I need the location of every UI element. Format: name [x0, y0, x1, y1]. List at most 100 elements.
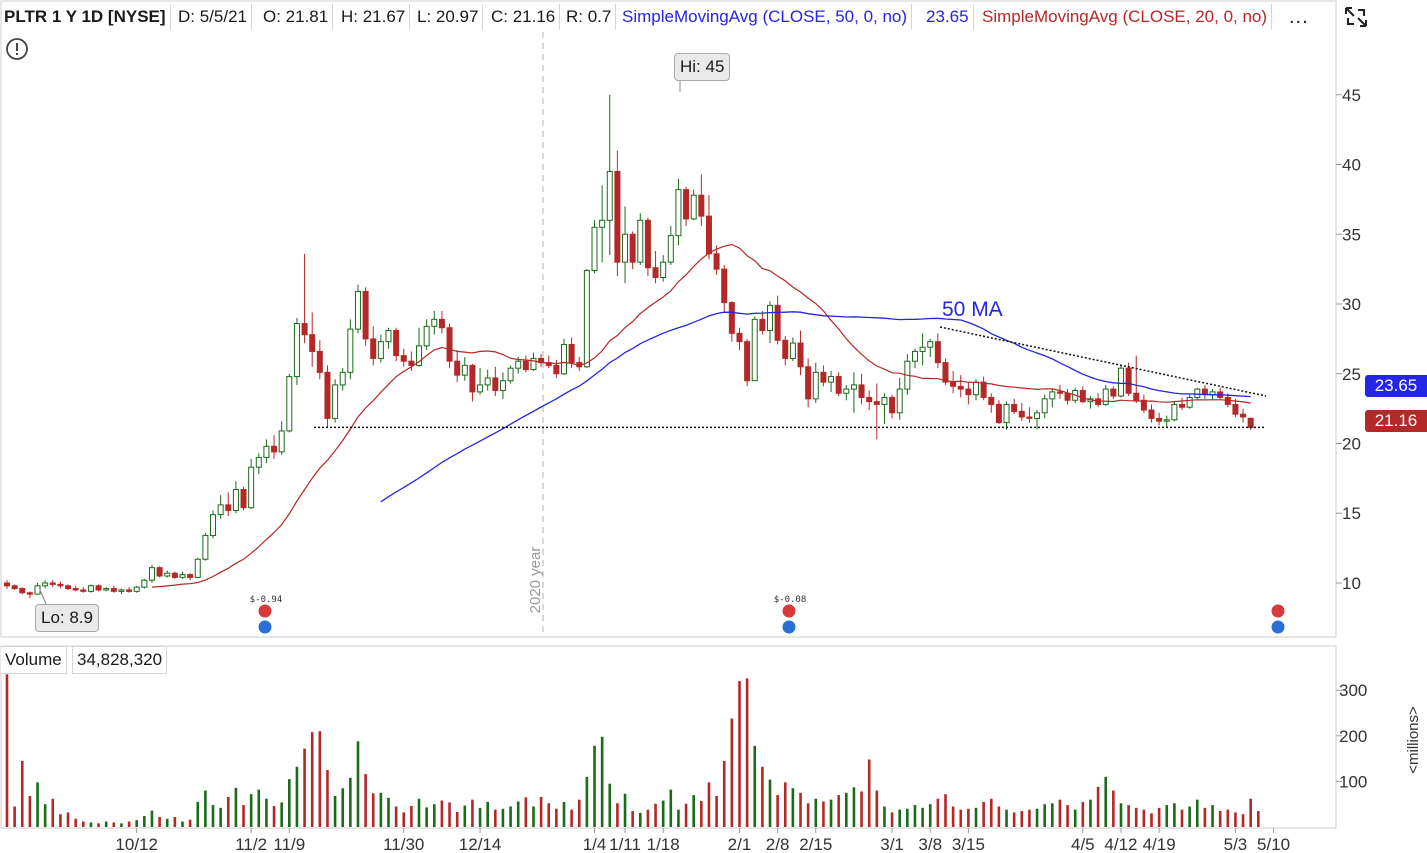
candle-body: [278, 430, 285, 453]
candle-body: [759, 318, 766, 332]
candle-body: [591, 226, 598, 272]
earnings-icon[interactable]: [782, 604, 796, 618]
volume-bar: [143, 816, 146, 827]
volume-bar: [432, 804, 436, 827]
candle-body: [942, 362, 949, 383]
candle-body: [881, 396, 888, 405]
eps-label-2: $-0.08: [774, 595, 807, 605]
volume-bar: [791, 788, 795, 827]
candle-body: [377, 341, 384, 359]
volume-bar: [51, 798, 55, 827]
earnings-icon[interactable]: [1271, 604, 1285, 618]
volume-bar: [776, 795, 779, 827]
volume-bar: [66, 812, 70, 827]
volume-bar: [532, 806, 535, 827]
volume-bar: [936, 798, 940, 827]
volume-bar: [1142, 809, 1146, 827]
volume-bar: [799, 792, 802, 827]
volume-bar: [135, 820, 139, 827]
candle-body: [568, 343, 575, 364]
volume-bar: [555, 808, 558, 827]
dividend-icon[interactable]: [782, 620, 796, 634]
candle-body: [194, 558, 201, 578]
volume-bar: [204, 790, 207, 827]
candle-body: [1163, 419, 1170, 422]
volume-bar: [715, 796, 718, 827]
volume-bar: [600, 736, 604, 827]
candle-body: [1064, 392, 1071, 401]
volume-bar: [654, 803, 657, 827]
candle-body: [202, 535, 209, 560]
candle-body: [1034, 412, 1041, 419]
candle-body: [499, 380, 506, 391]
candle-body: [217, 504, 224, 516]
candle-body: [736, 332, 743, 343]
volume-bar: [1234, 812, 1237, 827]
candle-body: [1156, 417, 1163, 422]
candle-body: [65, 585, 72, 590]
volume-bar: [379, 792, 383, 827]
volume-bar: [280, 802, 283, 827]
date-tick-label: 4/5: [1071, 835, 1095, 853]
candle-body: [286, 376, 293, 432]
volume-bars-layer: [5, 674, 1260, 827]
candle-body: [751, 318, 758, 382]
date-tick-label: 4/12: [1104, 835, 1137, 853]
candle-body: [57, 583, 64, 587]
volume-bar: [867, 759, 871, 827]
expand-arrows-icon[interactable]: [1342, 4, 1370, 30]
more-menu-icon[interactable]: ...: [1289, 6, 1309, 28]
volume-bar: [837, 795, 840, 827]
sma50-line: [380, 311, 1251, 503]
candle-body: [255, 456, 262, 468]
dividend-icon[interactable]: [258, 620, 272, 634]
candle-body: [629, 233, 636, 263]
date-tick-label: 10/12: [115, 835, 158, 853]
candle-body: [1140, 399, 1147, 411]
candle-body: [171, 572, 178, 578]
symbol-label[interactable]: PLTR 1 Y 1D [NYSE]: [0, 4, 171, 30]
volume-bar: [806, 803, 810, 827]
volume-bar: [448, 802, 451, 827]
volume-bar: [257, 789, 261, 827]
candle-body: [1194, 388, 1201, 398]
candle-body: [210, 514, 217, 537]
volume-bar: [1203, 807, 1207, 827]
volume-bar: [1241, 814, 1245, 827]
candle-body: [354, 290, 361, 330]
candle-body: [950, 381, 957, 387]
candle-body: [431, 318, 438, 327]
sma20-legend[interactable]: SimpleMovingAvg (CLOSE, 20, 0, no): [978, 4, 1273, 30]
dividend-icon[interactable]: [1271, 620, 1285, 634]
candle-body: [263, 445, 270, 458]
sma50-legend[interactable]: SimpleMovingAvg (CLOSE, 50, 0, no): [618, 4, 913, 30]
volume-bar: [326, 770, 329, 827]
date-label: D: 5/5/21: [174, 4, 252, 30]
candle-body: [713, 253, 720, 270]
close-price-tag: 21.16: [1365, 410, 1427, 432]
volume-bar: [288, 779, 291, 827]
candle-body: [332, 384, 339, 419]
date-tick-label: 3/15: [952, 835, 985, 853]
candle-body: [988, 396, 995, 405]
volume-bar: [486, 801, 489, 827]
volume-bar: [585, 776, 589, 827]
earnings-markers[interactable]: $-0.94 $-0.08: [250, 595, 1285, 634]
candle-body: [553, 364, 560, 375]
candle-body: [1102, 388, 1109, 405]
candle-body: [232, 489, 239, 511]
volume-bar: [440, 800, 444, 827]
candle-body: [271, 445, 278, 453]
candle-body: [1232, 403, 1239, 415]
volume-bar: [1081, 801, 1085, 827]
earnings-icon[interactable]: [258, 604, 272, 618]
info-circle-icon[interactable]: [5, 37, 29, 61]
volume-bar: [43, 804, 47, 827]
candle-body: [965, 388, 972, 396]
volume-bar: [1195, 799, 1199, 827]
candle-body: [477, 384, 484, 393]
date-tick-label: 1/11: [609, 835, 641, 853]
candle-body: [469, 364, 476, 393]
volume-bar: [249, 794, 253, 827]
